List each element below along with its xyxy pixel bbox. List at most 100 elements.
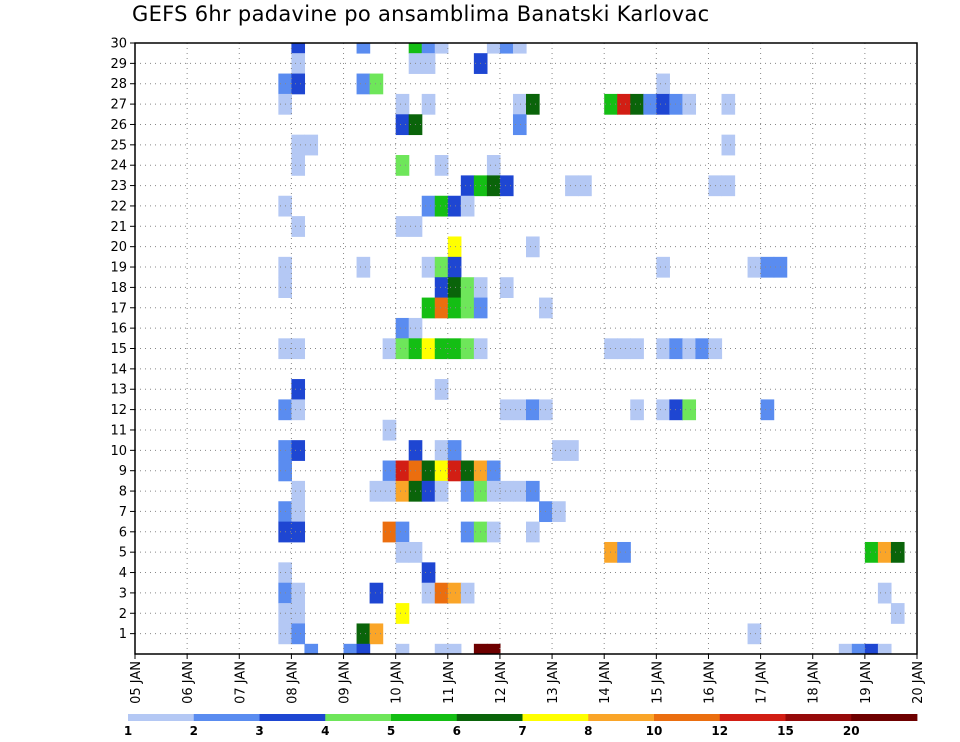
heatmap-cell	[447, 582, 462, 604]
heatmap-cell	[434, 155, 449, 176]
heatmap-cell	[578, 175, 592, 197]
heatmap-cell	[421, 562, 436, 584]
heatmap-cell	[656, 93, 670, 115]
legend-label: 10	[646, 724, 663, 738]
legend-swatch	[785, 714, 852, 721]
legend-label: 12	[711, 724, 728, 738]
heatmap-cell	[395, 317, 410, 339]
x-tick-label: 10 JAN	[390, 661, 405, 704]
heatmap-cell	[630, 399, 644, 421]
y-tick-label: 24	[110, 159, 127, 174]
heatmap-cell	[382, 480, 397, 502]
legend-swatch	[588, 714, 655, 721]
heatmap-cell	[369, 623, 384, 645]
heatmap-cell	[499, 399, 514, 421]
heatmap-cell	[473, 643, 488, 655]
heatmap-cell	[630, 93, 644, 115]
heatmap-cell	[617, 93, 631, 115]
chart-title: GEFS 6hr padavine po ansamblima Banatski…	[132, 2, 710, 26]
heatmap-cell	[526, 236, 540, 258]
heatmap-cell	[460, 480, 475, 502]
heatmap-cell	[291, 582, 306, 604]
y-tick-label: 28	[110, 77, 127, 92]
legend-swatch	[522, 714, 589, 721]
legend-swatch	[193, 714, 260, 721]
heatmap-cell	[395, 603, 410, 624]
heatmap-cell	[434, 43, 449, 54]
heatmap-cell	[486, 643, 501, 655]
heatmap-cell	[291, 216, 306, 237]
heatmap-cell	[291, 623, 306, 645]
y-tick-label: 9	[119, 464, 127, 479]
heatmap-cell	[447, 440, 462, 461]
heatmap-cell	[877, 643, 892, 655]
heatmap-cell	[460, 582, 475, 604]
heatmap-cell	[552, 440, 566, 461]
heatmap-cell	[395, 114, 410, 136]
heatmap-cell	[486, 480, 501, 502]
heatmap-cell	[447, 460, 462, 482]
heatmap-cell	[395, 541, 410, 563]
heatmap-cell	[669, 93, 683, 115]
heatmap-cell	[512, 43, 527, 54]
heatmap-cell	[877, 541, 892, 563]
heatmap-cell	[291, 603, 306, 624]
y-tick-label: 3	[119, 586, 127, 601]
heatmap-cell	[552, 501, 566, 523]
heatmap-cell	[682, 93, 697, 115]
heatmap-cell	[512, 480, 527, 502]
heatmap-cell	[356, 256, 371, 278]
heatmap-cell	[890, 603, 905, 624]
heatmap-cell	[291, 480, 306, 502]
y-tick-label: 30	[110, 37, 127, 52]
heatmap-cell	[512, 93, 527, 115]
legend-swatch	[719, 714, 786, 721]
x-tick-label: 19 JAN	[859, 661, 874, 704]
legend-label: 5	[387, 724, 395, 738]
heatmap-cell	[656, 338, 670, 360]
heatmap-cell	[291, 155, 306, 176]
heatmap-cell	[838, 643, 853, 655]
heatmap-cell	[656, 399, 670, 421]
heatmap-cell	[721, 134, 736, 156]
heatmap-cell	[565, 440, 579, 461]
cells-group	[278, 43, 905, 655]
x-tick-label: 17 JAN	[755, 661, 770, 704]
heatmap-cell	[486, 155, 501, 176]
legend-swatch	[391, 714, 458, 721]
heatmap-cell	[395, 216, 410, 237]
heatmap-cell	[682, 399, 697, 421]
heatmap-cell	[395, 93, 410, 115]
heatmap-cell	[695, 338, 710, 360]
y-tick-label: 7	[119, 505, 127, 520]
heatmap-cell	[434, 582, 449, 604]
x-tick-label: 11 JAN	[442, 661, 457, 704]
heatmap-cell	[291, 501, 306, 523]
y-tick-label: 13	[110, 383, 127, 398]
x-tick-label: 08 JAN	[285, 661, 300, 704]
heatmap-cell	[486, 460, 501, 482]
y-tick-label: 16	[110, 322, 127, 337]
x-tick-label: 05 JAN	[129, 661, 144, 704]
heatmap-cell	[434, 440, 449, 461]
legend-label: 3	[255, 724, 263, 738]
heatmap-cell	[421, 480, 436, 502]
legend: 1 2 3 4 5 6 7 8 10 12 15 20	[124, 714, 918, 738]
x-tick-label: 09 JAN	[338, 661, 353, 704]
legend-label: 4	[321, 724, 329, 738]
heatmap-cell	[434, 297, 449, 319]
y-tick-label: 2	[119, 607, 127, 622]
y-tick-label: 12	[110, 403, 127, 418]
y-tick-label: 5	[119, 546, 127, 561]
heatmap-cell	[499, 480, 514, 502]
y-tick-label: 21	[110, 220, 127, 235]
x-axis: 05 JAN 06 JAN 07 JAN 08 JAN 09 JAN 10 JAN 11 J…	[129, 654, 926, 704]
heatmap-cell	[486, 521, 501, 543]
heatmap-cell	[369, 582, 384, 604]
heatmap-cell	[682, 338, 697, 360]
y-tick-label: 22	[110, 199, 127, 214]
heatmap-cell	[434, 277, 449, 298]
heatmap-cell	[382, 338, 397, 360]
heatmap-cell	[304, 134, 319, 156]
